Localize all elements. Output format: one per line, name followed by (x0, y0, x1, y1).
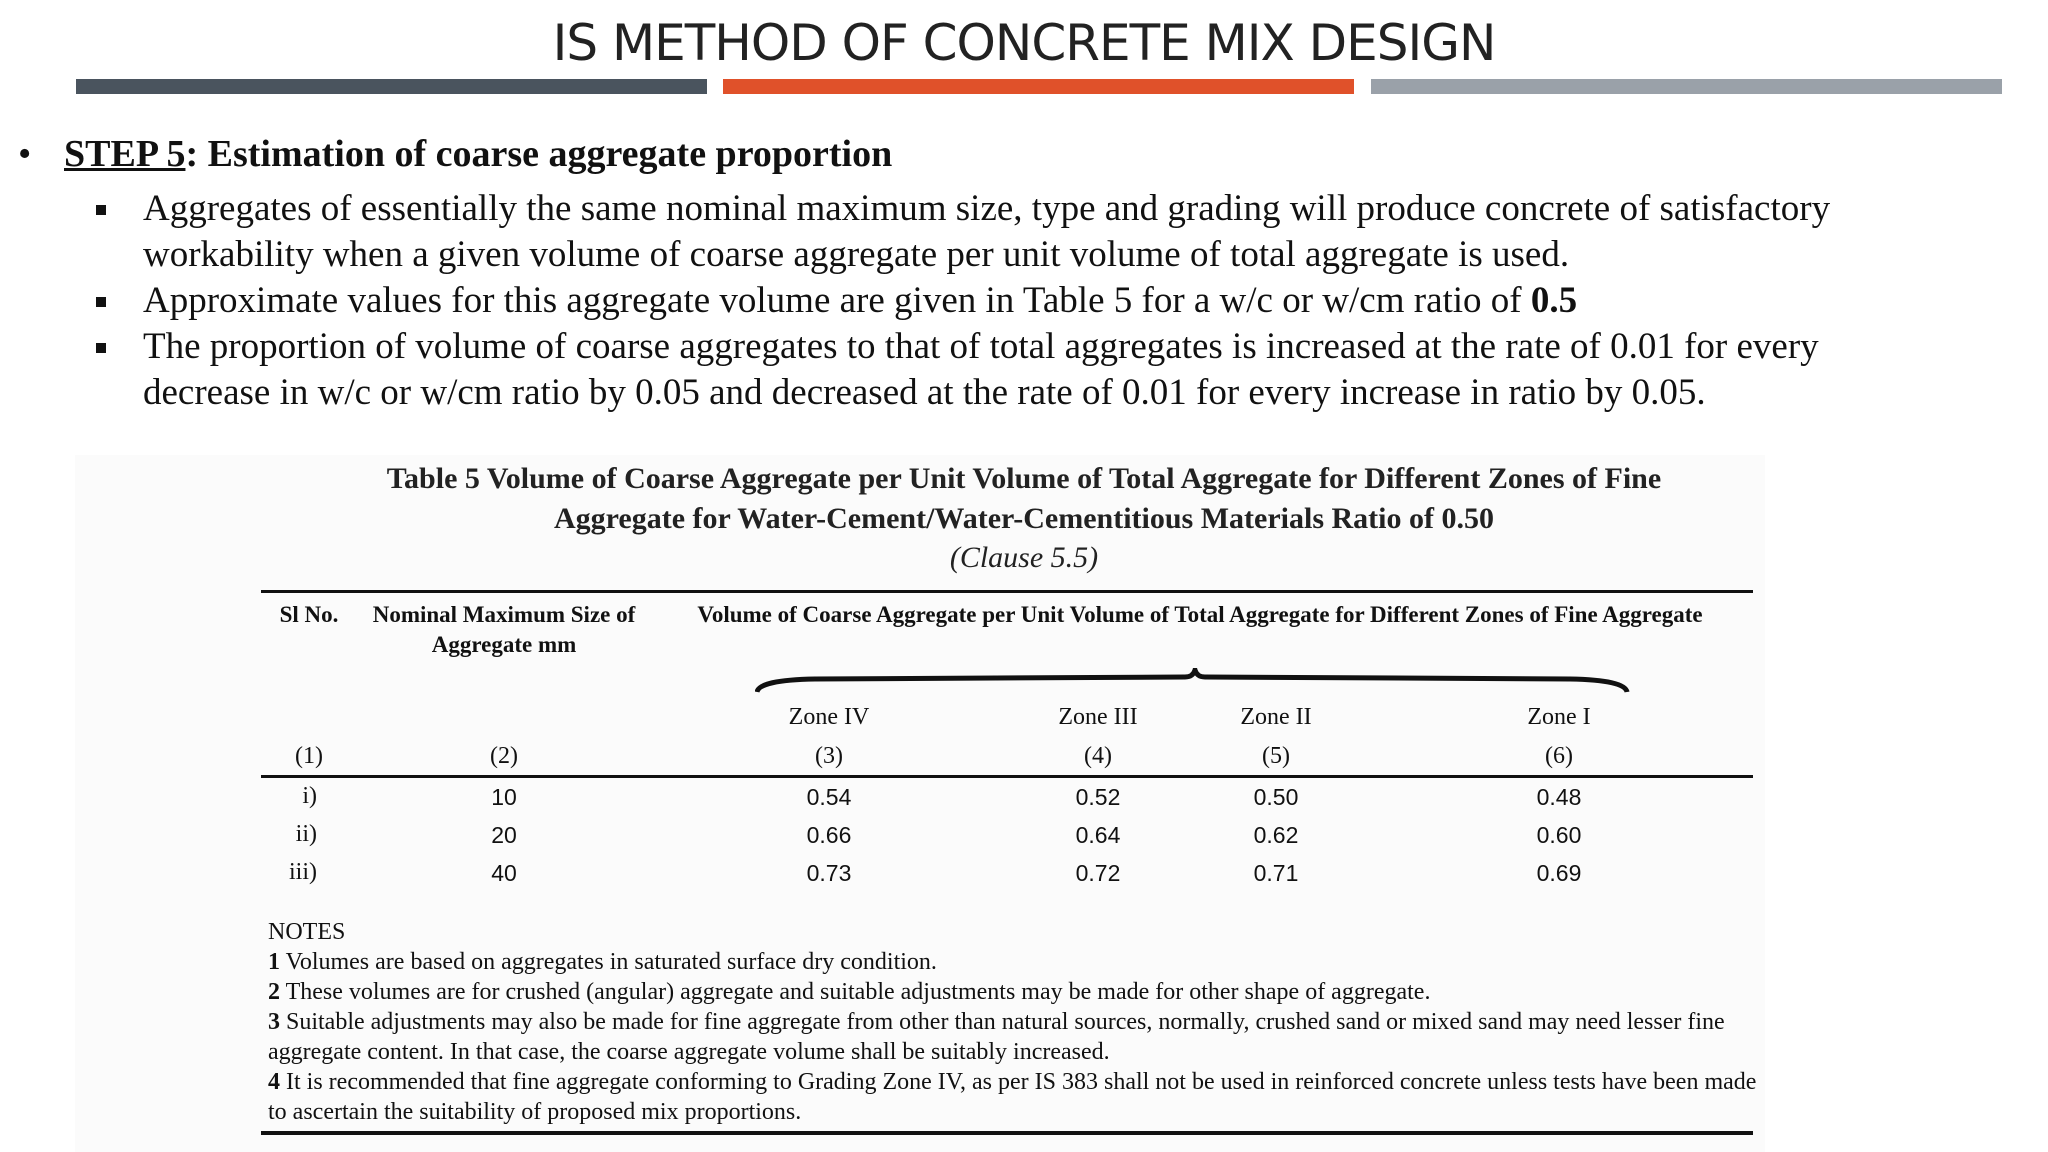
slide-title: IS METHOD OF CONCRETE MIX DESIGN (552, 14, 1497, 72)
column-number: (6) (1545, 743, 1573, 769)
note: 3 Suitable adjustments may also be made … (268, 1007, 1758, 1067)
bullet: The proportion of volume of coarse aggre… (96, 324, 1946, 416)
table-cell: 0.71 (1253, 860, 1299, 886)
table-cell: 0.66 (806, 822, 852, 848)
column-number: (5) (1262, 743, 1290, 769)
table-cell: 0.48 (1536, 784, 1582, 810)
table-rule (261, 1131, 1753, 1135)
column-number: (4) (1084, 743, 1112, 769)
table-cell: 0.60 (1536, 822, 1582, 848)
column-header: Sl No. (279, 602, 339, 627)
table-cell: 0.50 (1253, 784, 1299, 810)
title-bar (76, 79, 707, 94)
note: 2 These volumes are for crushed (angular… (268, 977, 1758, 1007)
note-text: These volumes are for crushed (angular) … (285, 979, 1431, 1005)
table-clause: (Clause 5.5) (949, 541, 1099, 574)
zone-header: Zone II (1240, 704, 1312, 730)
table-cell: 0.73 (806, 860, 852, 886)
bullet-bold: 0.5 (1530, 280, 1578, 321)
bullet-text: Approximate values for this aggregate vo… (143, 280, 1531, 321)
step-label: STEP 5 (64, 133, 186, 175)
zone-header: Zone I (1527, 704, 1591, 730)
table-image (75, 455, 1765, 1152)
table-cell: 0.52 (1075, 784, 1121, 810)
table-rule (261, 775, 1753, 778)
notes-heading: NOTES (268, 919, 346, 945)
title-bar (1371, 79, 2002, 94)
note-text: It is recommended that fine aggregate co… (268, 1069, 1757, 1125)
table-rule (261, 590, 1753, 593)
bullet-list: Aggregates of essentially the same nomin… (96, 186, 1946, 416)
column-number: (1) (295, 743, 323, 769)
table-cell: 40 (491, 860, 517, 886)
note-text: Suitable adjustments may also be made fo… (268, 1009, 1725, 1065)
note-number: 4 (268, 1069, 280, 1095)
zone-header: Zone III (1058, 704, 1138, 730)
table-cell: 20 (491, 822, 517, 848)
column-number: (3) (815, 743, 843, 769)
column-number: (2) (490, 743, 518, 769)
table-cell: 0.54 (806, 784, 852, 810)
table-notes: NOTES 1 Volumes are based on aggregates … (268, 917, 1758, 1127)
note: 4 It is recommended that fine aggregate … (268, 1067, 1758, 1127)
note-number: 3 (268, 1009, 280, 1035)
table-cell: 10 (491, 784, 517, 810)
table-cell: ii) (295, 821, 317, 847)
bullet: Aggregates of essentially the same nomin… (96, 186, 1946, 278)
step-heading: • STEP 5: Estimation of coarse aggregate … (18, 133, 893, 175)
table-caption: Table 5 Volume of Coarse Aggregate per U… (386, 462, 1662, 495)
table-cell: i) (302, 783, 317, 809)
title-bar (723, 79, 1354, 94)
table-caption: Aggregate for Water-Cement/Water-Cementi… (553, 502, 1494, 535)
bullet: Approximate values for this aggregate vo… (96, 278, 1946, 324)
table-cell: 0.72 (1075, 860, 1121, 886)
column-header: Volume of Coarse Aggregate per Unit Volu… (697, 602, 1703, 627)
table-cell: 0.69 (1536, 860, 1582, 886)
table-cell: iii) (289, 859, 317, 885)
note-text: Volumes are based on aggregates in satur… (285, 949, 937, 975)
zone-header: Zone IV (788, 704, 870, 730)
note-number: 1 (268, 949, 280, 975)
step-text: : Estimation of coarse aggregate proport… (185, 133, 893, 175)
note-number: 2 (268, 979, 280, 1005)
brace (755, 668, 1630, 693)
table-cell: 0.62 (1253, 822, 1299, 848)
table-cell: 0.64 (1075, 822, 1121, 848)
bullet-text: Aggregates of essentially the same nomin… (143, 188, 1831, 275)
bullet-text: The proportion of volume of coarse aggre… (143, 326, 1819, 413)
note: 1 Volumes are based on aggregates in sat… (268, 947, 1758, 977)
column-header: Nominal Maximum Size of Aggregate mm (372, 602, 636, 657)
